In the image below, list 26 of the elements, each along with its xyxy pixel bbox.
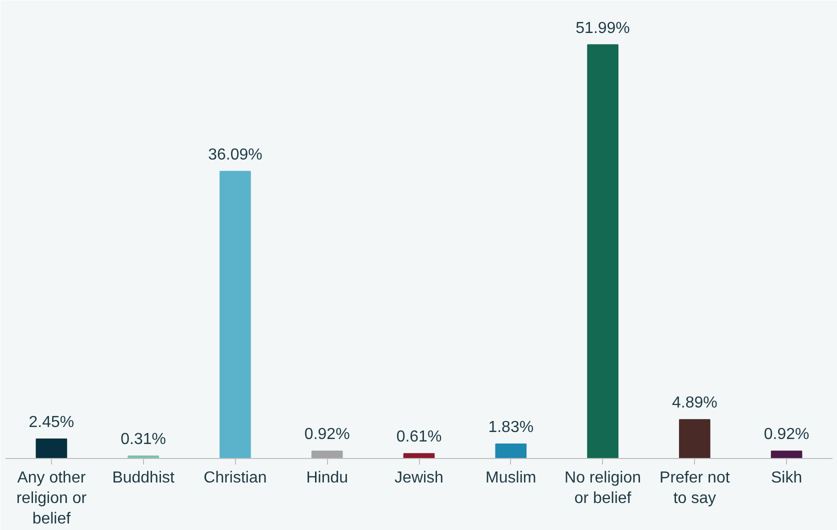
x-tick-label: Jewish	[394, 470, 444, 486]
x-tick-label: Christian	[204, 470, 267, 486]
x-tick-label: No religion or belief	[564, 470, 642, 507]
data-label: 1.83%	[488, 418, 534, 436]
bar	[495, 443, 527, 458]
bar	[679, 419, 710, 458]
x-tick-label: Buddhist	[112, 470, 176, 486]
bar	[587, 44, 618, 458]
data-label: 0.61%	[396, 428, 442, 446]
x-tick-label: Sikh	[770, 470, 802, 486]
x-tick-label: Muslim	[486, 470, 536, 486]
bar	[770, 450, 802, 458]
data-label: 2.45%	[28, 414, 74, 432]
x-tick-label: Prefer not to say	[660, 470, 730, 507]
data-label: 51.99%	[576, 20, 630, 37]
data-label: 0.92%	[304, 426, 350, 444]
x-tick-label: Any other religion or belief	[16, 470, 88, 528]
data-label: 4.89%	[672, 394, 718, 412]
bar	[36, 438, 68, 458]
data-label: 0.31%	[120, 431, 166, 448]
bar	[311, 450, 343, 458]
data-label: 36.09%	[208, 146, 262, 164]
bar	[403, 453, 435, 458]
data-label: 0.92%	[764, 426, 810, 444]
bar	[220, 170, 251, 458]
x-tick-label: Hindu	[306, 470, 348, 486]
